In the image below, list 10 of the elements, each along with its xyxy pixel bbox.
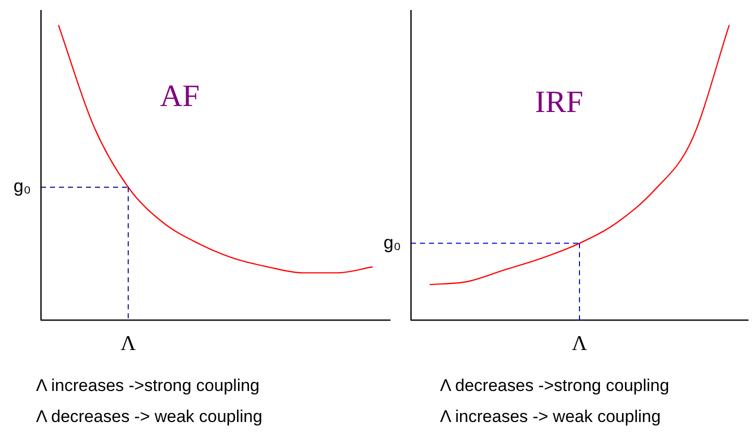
text: Λ increases -> weak coupling <box>440 407 661 427</box>
annotation: Λ <box>572 331 588 356</box>
annotation: AF <box>160 78 200 114</box>
text: Λ decreases -> weak coupling <box>36 407 262 427</box>
annotation: Λ <box>120 331 137 356</box>
text: Λ increases ->strong coupling <box>36 376 260 396</box>
ref-line-label: g₀ <box>14 176 31 196</box>
annotation: IRF <box>535 84 584 120</box>
ref-line-label: g₀ <box>384 232 401 252</box>
text: Λ decreases ->strong coupling <box>440 376 670 396</box>
